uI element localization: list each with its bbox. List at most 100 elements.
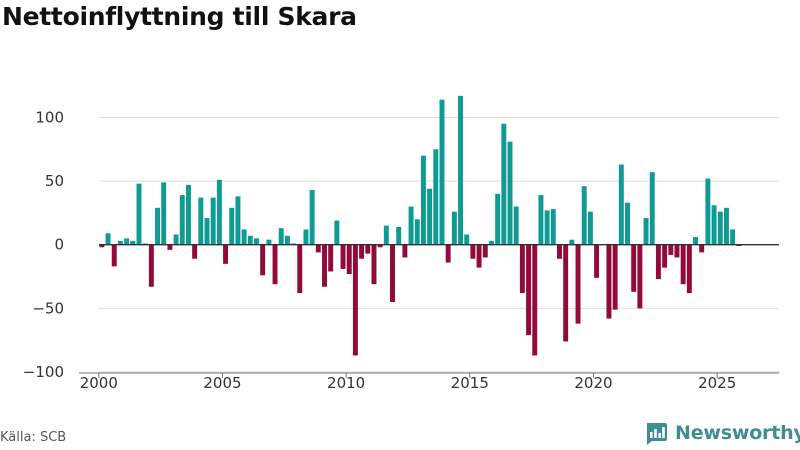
bar: [526, 244, 532, 336]
bar: [427, 188, 433, 245]
source-note: Källa: SCB: [0, 430, 67, 445]
bar: [507, 141, 513, 245]
bar: [408, 206, 414, 245]
bar: [173, 234, 179, 245]
x-tick-label: 2005: [203, 374, 241, 392]
bar: [625, 202, 630, 245]
bar: [618, 164, 624, 245]
bar: [433, 149, 439, 245]
y-tick-label: −50: [32, 299, 64, 317]
bar: [340, 244, 346, 269]
bar: [235, 196, 241, 245]
bar: [439, 99, 445, 245]
bar: [260, 244, 266, 276]
bars: [99, 95, 742, 356]
bar: [655, 244, 661, 280]
bar: [594, 244, 600, 278]
bar: [124, 238, 130, 245]
bar: [649, 172, 655, 245]
bar: [581, 186, 587, 245]
bar: [383, 225, 389, 245]
bar: [309, 190, 315, 245]
bar: [532, 244, 538, 356]
bar: [99, 244, 105, 248]
bar: [470, 244, 476, 259]
bar: [105, 233, 111, 245]
bar: [643, 218, 649, 245]
bar: [680, 244, 686, 285]
y-tick-label: 0: [54, 236, 64, 254]
bar: [136, 183, 142, 245]
x-tick-label: 2020: [574, 374, 612, 392]
bar: [464, 234, 470, 245]
tick-labels: −100 −50 0 50 100 2000 2005 2010 2015 2020 2025: [23, 108, 736, 392]
bar: [488, 240, 494, 245]
bar: [569, 239, 575, 245]
bar: [550, 209, 556, 245]
x-tick-label: 2010: [327, 374, 365, 392]
bar: [185, 184, 191, 245]
bar: [148, 244, 154, 287]
bar: [192, 244, 198, 259]
bar: [346, 244, 352, 274]
bar: [563, 244, 569, 342]
bar: [686, 244, 692, 294]
y-tick-label: 100: [35, 108, 64, 126]
bar: [241, 229, 247, 245]
bar: [297, 244, 303, 294]
bar: [662, 244, 668, 268]
bar: [705, 178, 711, 245]
bar: [303, 229, 309, 245]
bar: [699, 244, 705, 253]
bar: [557, 244, 562, 259]
bar: [414, 219, 420, 245]
bar: [377, 244, 383, 248]
bar: [130, 240, 136, 245]
bar: [352, 244, 358, 356]
bar: [284, 235, 290, 245]
bar: [482, 244, 488, 258]
bar: [334, 220, 340, 245]
bar: [420, 155, 426, 245]
bar: [111, 244, 117, 267]
bar: [519, 244, 525, 294]
bar: [216, 179, 222, 245]
newsworthy-logo-icon: [647, 423, 667, 445]
brand-logo[interactable]: Newsworthy: [644, 420, 800, 446]
bar: [637, 244, 643, 309]
bar: [229, 207, 235, 245]
bar: [322, 244, 327, 287]
bar: [495, 193, 501, 245]
axes: [79, 244, 779, 378]
bar: [198, 197, 204, 245]
bar: [451, 211, 457, 245]
y-tick-label: 50: [45, 172, 64, 190]
bar: [278, 228, 284, 245]
bar: [544, 210, 550, 245]
bar: [445, 244, 451, 263]
chart-title: Nettoinflyttning till Skara: [2, 2, 357, 31]
bar: [717, 211, 723, 245]
gridlines: [99, 116, 779, 373]
bar: [161, 182, 167, 245]
bar: [513, 206, 519, 245]
bar: [458, 95, 464, 245]
bar: [266, 239, 272, 245]
bar: [117, 240, 123, 245]
bar: [612, 244, 618, 310]
bar: [476, 244, 482, 268]
bar: [575, 244, 581, 324]
bar: [179, 195, 185, 245]
brand-name: Newsworthy: [675, 422, 800, 444]
bar: [328, 244, 334, 272]
x-tick-label: 2000: [80, 374, 118, 392]
bar: [210, 197, 216, 245]
bar: [538, 195, 544, 245]
bar: [204, 218, 210, 245]
bar: [396, 226, 402, 245]
bar: [674, 244, 680, 258]
x-tick-label: 2015: [451, 374, 489, 392]
bar: [167, 244, 173, 250]
bar: [315, 244, 321, 253]
